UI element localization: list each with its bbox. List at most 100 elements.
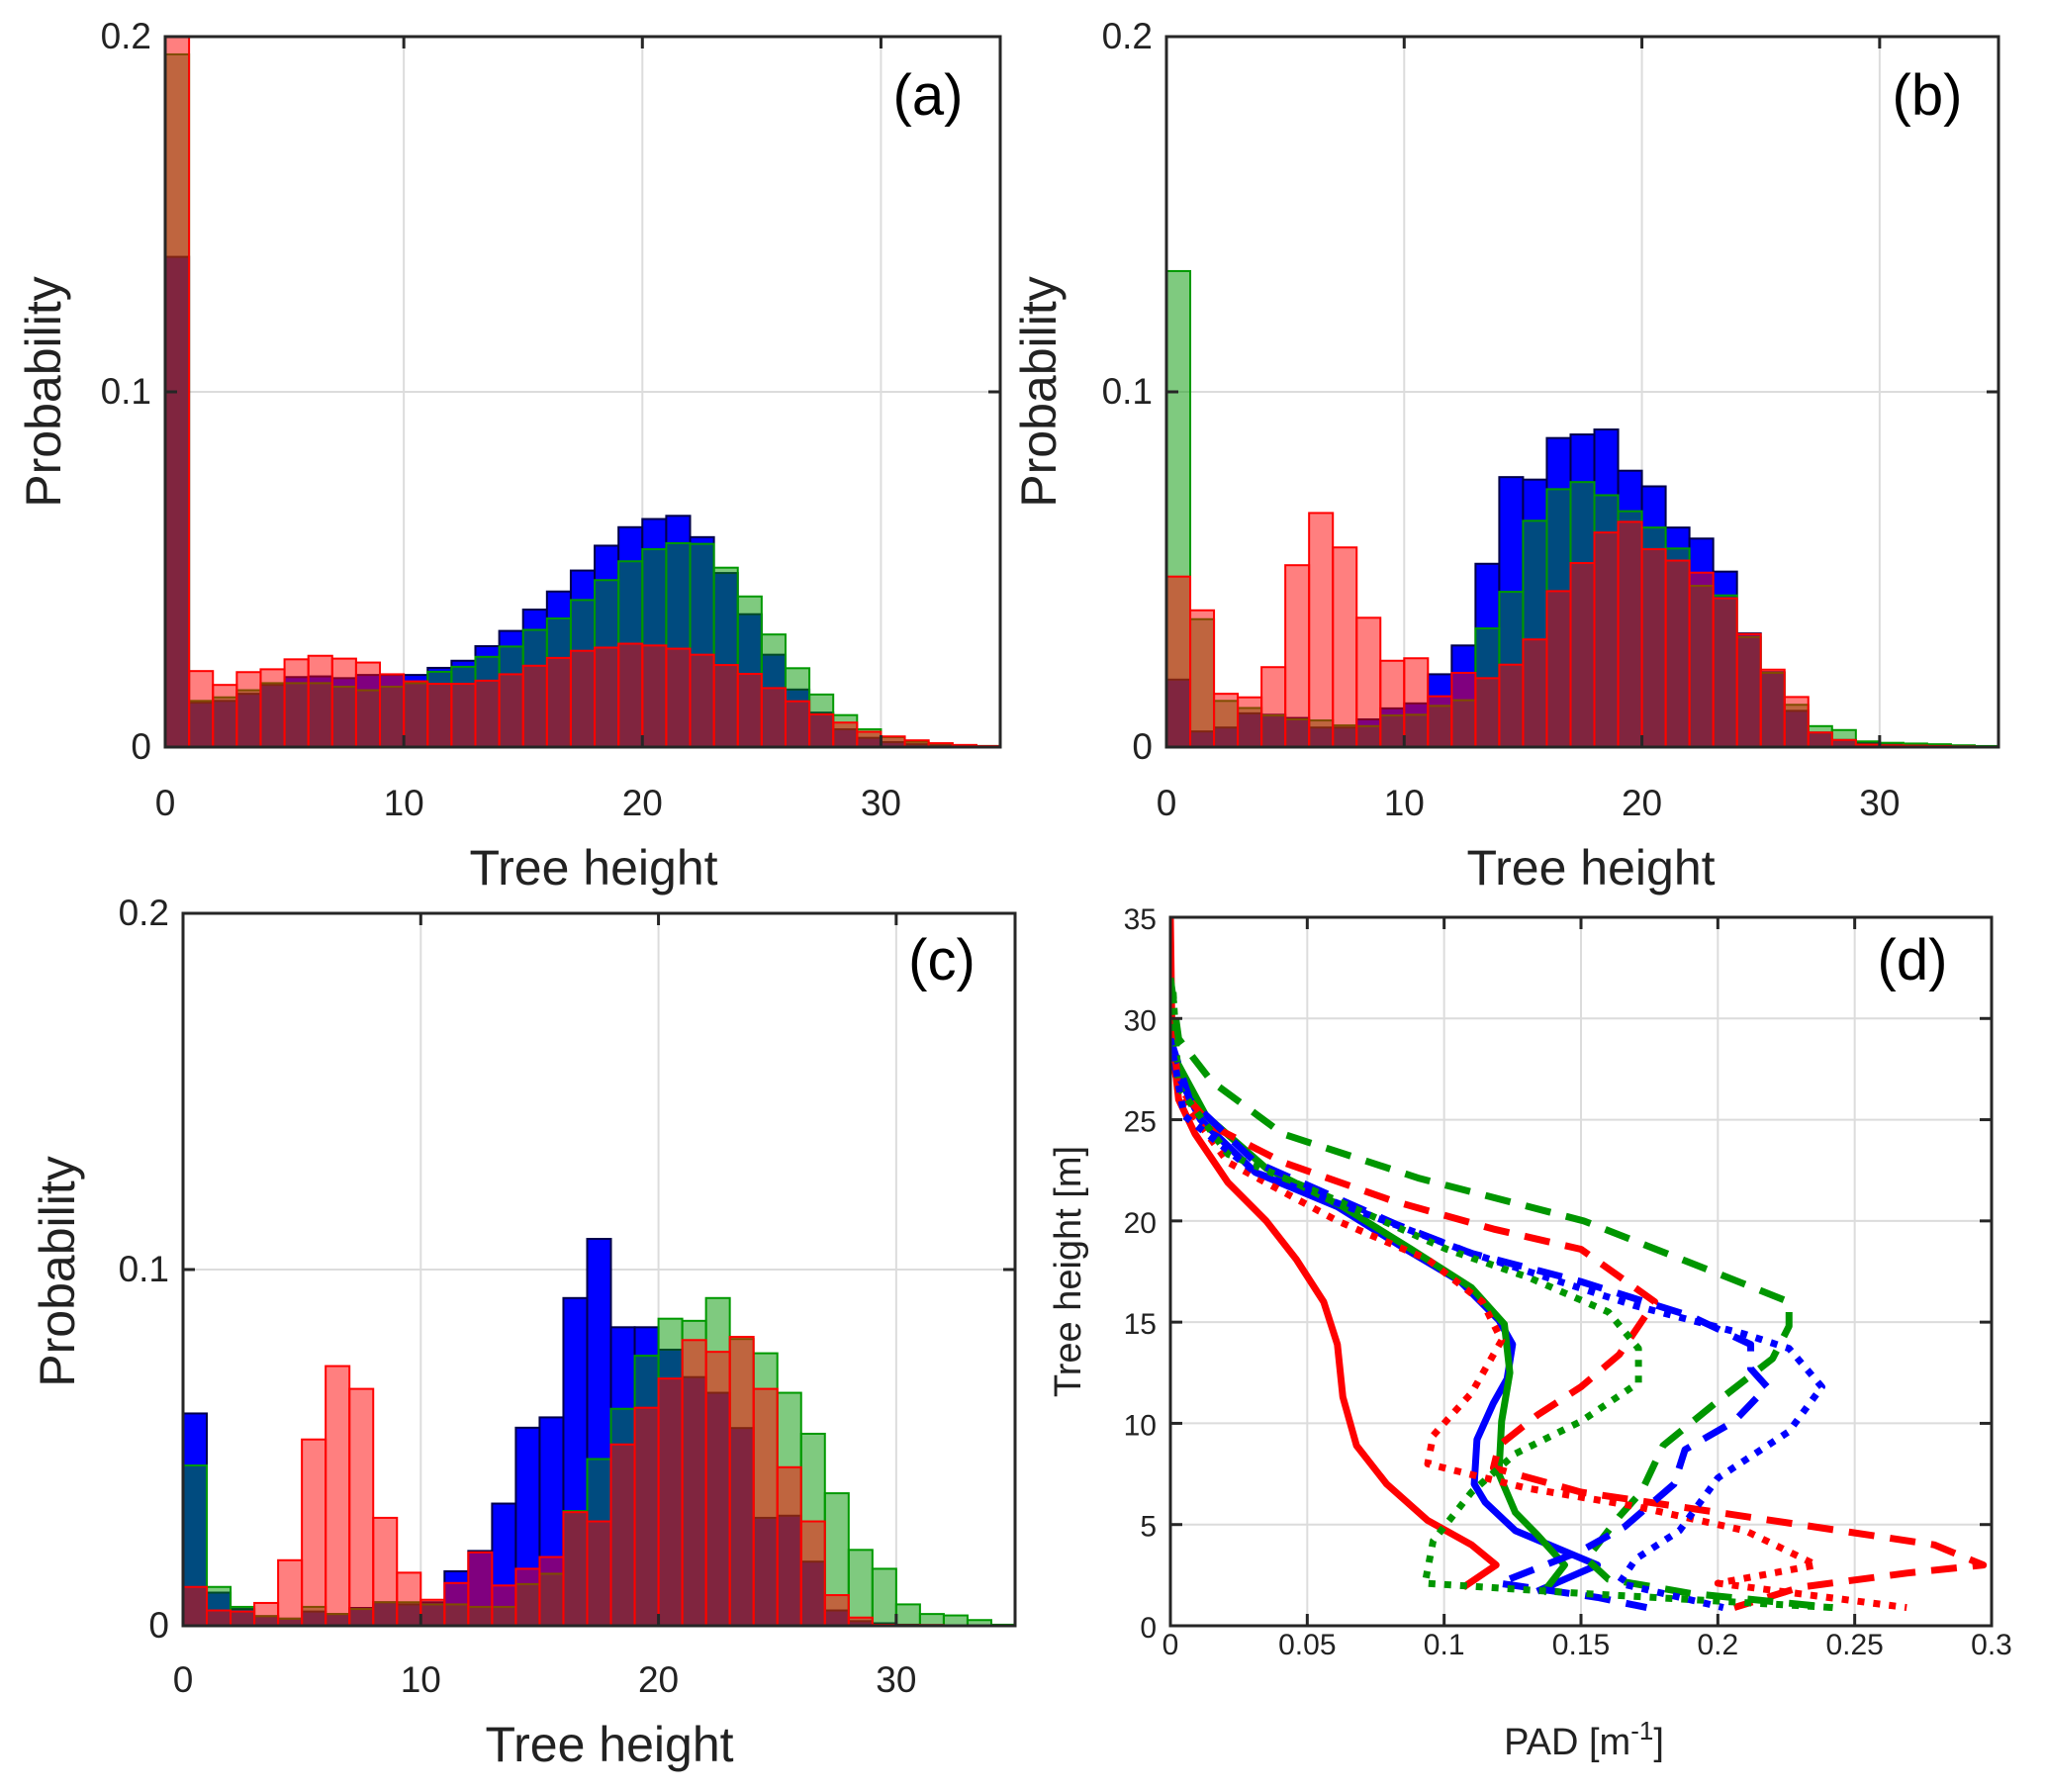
bar-red-3 — [1237, 696, 1263, 747]
bar-red-25 — [760, 687, 787, 747]
bar-red-14 — [514, 1567, 541, 1626]
bar-red-9 — [379, 673, 406, 747]
x-tick-label: 20 — [1622, 783, 1662, 823]
bar-red-21 — [681, 1339, 707, 1626]
y-tick-label: 30 — [1124, 1004, 1157, 1037]
bar-red-23 — [1712, 597, 1738, 747]
bar-red-17 — [569, 649, 597, 747]
bar-red-7 — [1332, 546, 1358, 747]
x-tick-label: 20 — [638, 1659, 679, 1700]
bar-red-20 — [657, 1377, 684, 1626]
x-axis-label: Tree height — [469, 840, 717, 896]
bar-red-2 — [212, 684, 238, 747]
y-tick-label: 0.1 — [101, 371, 151, 412]
y-tick-label: 5 — [1140, 1511, 1157, 1544]
bar-red-28 — [832, 721, 859, 747]
x-tick-label: 0 — [1157, 783, 1177, 823]
x-tick-label: 10 — [401, 1659, 441, 1700]
bar-red-1 — [206, 1609, 232, 1626]
line-green-dashed — [1170, 977, 1833, 1612]
bar-red-26 — [799, 1520, 826, 1626]
bar-red-10 — [1403, 657, 1430, 747]
panel-label: (c) — [908, 928, 976, 992]
bar-green-28 — [847, 1549, 874, 1626]
bar-red-27 — [1807, 731, 1833, 747]
y-tick-label: 0.2 — [1102, 16, 1153, 56]
bar-red-18 — [1593, 531, 1620, 747]
x-tick-label: 30 — [861, 783, 901, 823]
plot-area — [1170, 917, 1988, 1612]
bar-red-5 — [301, 1438, 327, 1626]
line-red-dashed — [1170, 1013, 1988, 1611]
bar-green-32 — [942, 1614, 969, 1626]
bar-red-8 — [354, 661, 382, 747]
bar-red-16 — [1545, 590, 1572, 747]
x-axis-label: Tree height — [1466, 840, 1715, 896]
series-red — [183, 1336, 1015, 1626]
bar-red-22 — [1688, 571, 1715, 747]
x-tick-label: 0.1 — [1424, 1629, 1465, 1661]
bar-red-28 — [1830, 738, 1857, 747]
y-tick-label: 35 — [1124, 903, 1157, 936]
bar-red-24 — [752, 1387, 779, 1626]
bar-red-0 — [183, 1585, 209, 1626]
bar-red-13 — [491, 1584, 517, 1626]
y-tick-label: 0 — [131, 726, 151, 767]
bar-red-9 — [1379, 659, 1406, 747]
bar-red-17 — [586, 1520, 612, 1626]
bar-green-29 — [871, 1567, 897, 1626]
panel-label: (a) — [893, 63, 964, 128]
x-axis-label: Tree height — [485, 1717, 733, 1772]
bar-red-19 — [633, 1406, 660, 1626]
bar-green-30 — [894, 1603, 921, 1626]
plot-area — [165, 37, 1000, 747]
bar-red-9 — [396, 1571, 422, 1626]
bar-red-6 — [325, 1365, 351, 1626]
x-tick-label: 0.3 — [1971, 1629, 2012, 1661]
bar-red-15 — [538, 1556, 565, 1626]
bar-red-6 — [307, 654, 333, 747]
x-axis-label-main: Tree height — [1466, 840, 1715, 896]
bar-red-23 — [728, 1336, 755, 1626]
bar-red-8 — [372, 1516, 399, 1626]
panel-c: 0 10 20 30 0 0.1 0.2 Probability Tree height (c) — [30, 893, 1017, 1772]
bar-red-15 — [521, 664, 548, 747]
bar-red-26 — [1783, 696, 1810, 747]
bar-red-18 — [609, 1443, 636, 1626]
bar-red-2 — [1213, 693, 1240, 747]
bar-red-8 — [1355, 616, 1382, 747]
plot-area — [183, 1238, 1015, 1626]
bar-red-22 — [689, 653, 715, 747]
bar-red-4 — [277, 1558, 304, 1626]
bar-red-12 — [467, 1551, 494, 1626]
bar-red-23 — [712, 664, 739, 747]
bar-red-21 — [1664, 559, 1691, 747]
x-tick-label: 0 — [1162, 1629, 1179, 1661]
bar-red-4 — [1260, 666, 1287, 747]
y-tick-label: 15 — [1124, 1308, 1157, 1341]
bar-red-11 — [1427, 695, 1453, 747]
bar-red-7 — [330, 657, 357, 747]
bar-red-16 — [562, 1511, 589, 1626]
y-tick-label: 0.2 — [119, 893, 169, 933]
bar-red-16 — [545, 656, 572, 747]
panel-b: 0 10 20 30 0 0.1 0.2 Probability Tree height (b) — [1011, 16, 2000, 896]
bar-red-6 — [1308, 512, 1335, 747]
line-blue-dotted — [1170, 1038, 1825, 1611]
x-tick-label: 0.2 — [1697, 1629, 1738, 1661]
bar-green-31 — [918, 1613, 945, 1626]
bar-red-5 — [283, 658, 310, 747]
panel-a: 0 10 20 30 0 0.1 0.2 Probability Tree height (a) — [16, 16, 1002, 896]
bar-red-25 — [776, 1465, 802, 1626]
x-tick-label: 0 — [173, 1659, 194, 1700]
y-axis-label: Probability — [1011, 276, 1067, 507]
bar-red-1 — [188, 670, 215, 747]
bar-red-4 — [259, 668, 286, 747]
y-tick-label: 0 — [1132, 726, 1153, 767]
x-axis-label-main: Tree height — [469, 840, 717, 896]
y-tick-label: 0.1 — [119, 1249, 169, 1289]
panel-label: (b) — [1893, 63, 1963, 128]
y-axis-label: Probability — [30, 1156, 85, 1386]
bar-red-19 — [1617, 520, 1643, 747]
